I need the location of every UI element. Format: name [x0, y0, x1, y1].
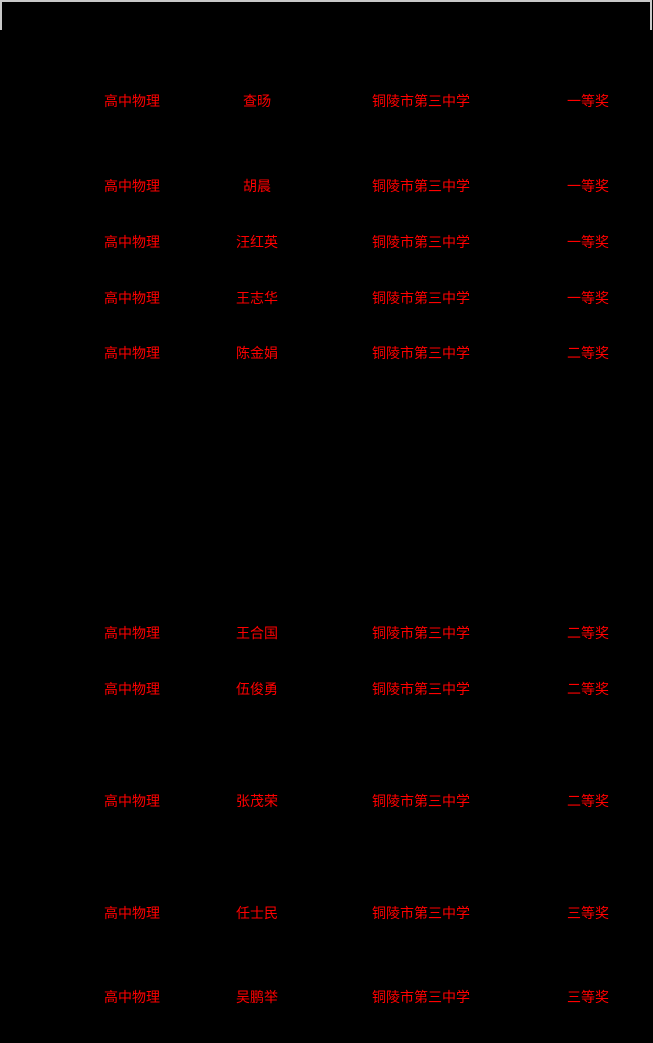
winner-name-cell: 吴鹏举	[236, 990, 278, 1006]
school-cell: 铜陵市第三中学	[372, 682, 470, 698]
table-row: 高中物理 王合国 铜陵市第三中学 二等奖	[0, 626, 653, 642]
subject-cell: 高中物理	[104, 235, 160, 251]
award-tier-cell: 三等奖	[567, 906, 609, 922]
subject-cell: 高中物理	[104, 990, 160, 1006]
winner-name-cell: 陈金娟	[236, 346, 278, 362]
table-row: 高中物理 伍俊勇 铜陵市第三中学 二等奖	[0, 682, 653, 698]
school-cell: 铜陵市第三中学	[372, 346, 470, 362]
winner-name-cell: 王合国	[236, 626, 278, 642]
award-tier-cell: 二等奖	[567, 794, 609, 810]
award-tier-cell: 一等奖	[567, 291, 609, 307]
school-cell: 铜陵市第三中学	[372, 235, 470, 251]
subject-cell: 高中物理	[104, 906, 160, 922]
table-row: 高中物理 汪红英 铜陵市第三中学 一等奖	[0, 235, 653, 251]
table-row: 高中物理 陈金娟 铜陵市第三中学 二等奖	[0, 346, 653, 362]
winner-name-cell: 王志华	[236, 291, 278, 307]
school-cell: 铜陵市第三中学	[372, 291, 470, 307]
table-top-border-fragment	[0, 0, 652, 30]
school-cell: 铜陵市第三中学	[372, 626, 470, 642]
school-cell: 铜陵市第三中学	[372, 906, 470, 922]
award-tier-cell: 二等奖	[567, 682, 609, 698]
winner-name-cell: 伍俊勇	[236, 682, 278, 698]
table-row: 高中物理 王志华 铜陵市第三中学 一等奖	[0, 291, 653, 307]
subject-cell: 高中物理	[104, 626, 160, 642]
winner-name-cell: 查旸	[243, 94, 271, 110]
winner-name-cell: 任士民	[236, 906, 278, 922]
table-row: 高中物理 查旸 铜陵市第三中学 一等奖	[0, 94, 653, 110]
school-cell: 铜陵市第三中学	[372, 990, 470, 1006]
subject-cell: 高中物理	[104, 346, 160, 362]
award-tier-cell: 三等奖	[567, 990, 609, 1006]
award-tier-cell: 二等奖	[567, 346, 609, 362]
award-tier-cell: 一等奖	[567, 94, 609, 110]
winner-name-cell: 张茂荣	[236, 794, 278, 810]
school-cell: 铜陵市第三中学	[372, 179, 470, 195]
table-row: 高中物理 吴鹏举 铜陵市第三中学 三等奖	[0, 990, 653, 1006]
school-cell: 铜陵市第三中学	[372, 794, 470, 810]
award-tier-cell: 一等奖	[567, 235, 609, 251]
subject-cell: 高中物理	[104, 794, 160, 810]
winner-name-cell: 汪红英	[236, 235, 278, 251]
school-cell: 铜陵市第三中学	[372, 94, 470, 110]
subject-cell: 高中物理	[104, 179, 160, 195]
award-tier-cell: 一等奖	[567, 179, 609, 195]
winner-name-cell: 胡晨	[243, 179, 271, 195]
table-row: 高中物理 张茂荣 铜陵市第三中学 二等奖	[0, 794, 653, 810]
table-row: 高中物理 胡晨 铜陵市第三中学 一等奖	[0, 179, 653, 195]
table-row: 高中物理 任士民 铜陵市第三中学 三等奖	[0, 906, 653, 922]
subject-cell: 高中物理	[104, 94, 160, 110]
award-tier-cell: 二等奖	[567, 626, 609, 642]
subject-cell: 高中物理	[104, 682, 160, 698]
subject-cell: 高中物理	[104, 291, 160, 307]
